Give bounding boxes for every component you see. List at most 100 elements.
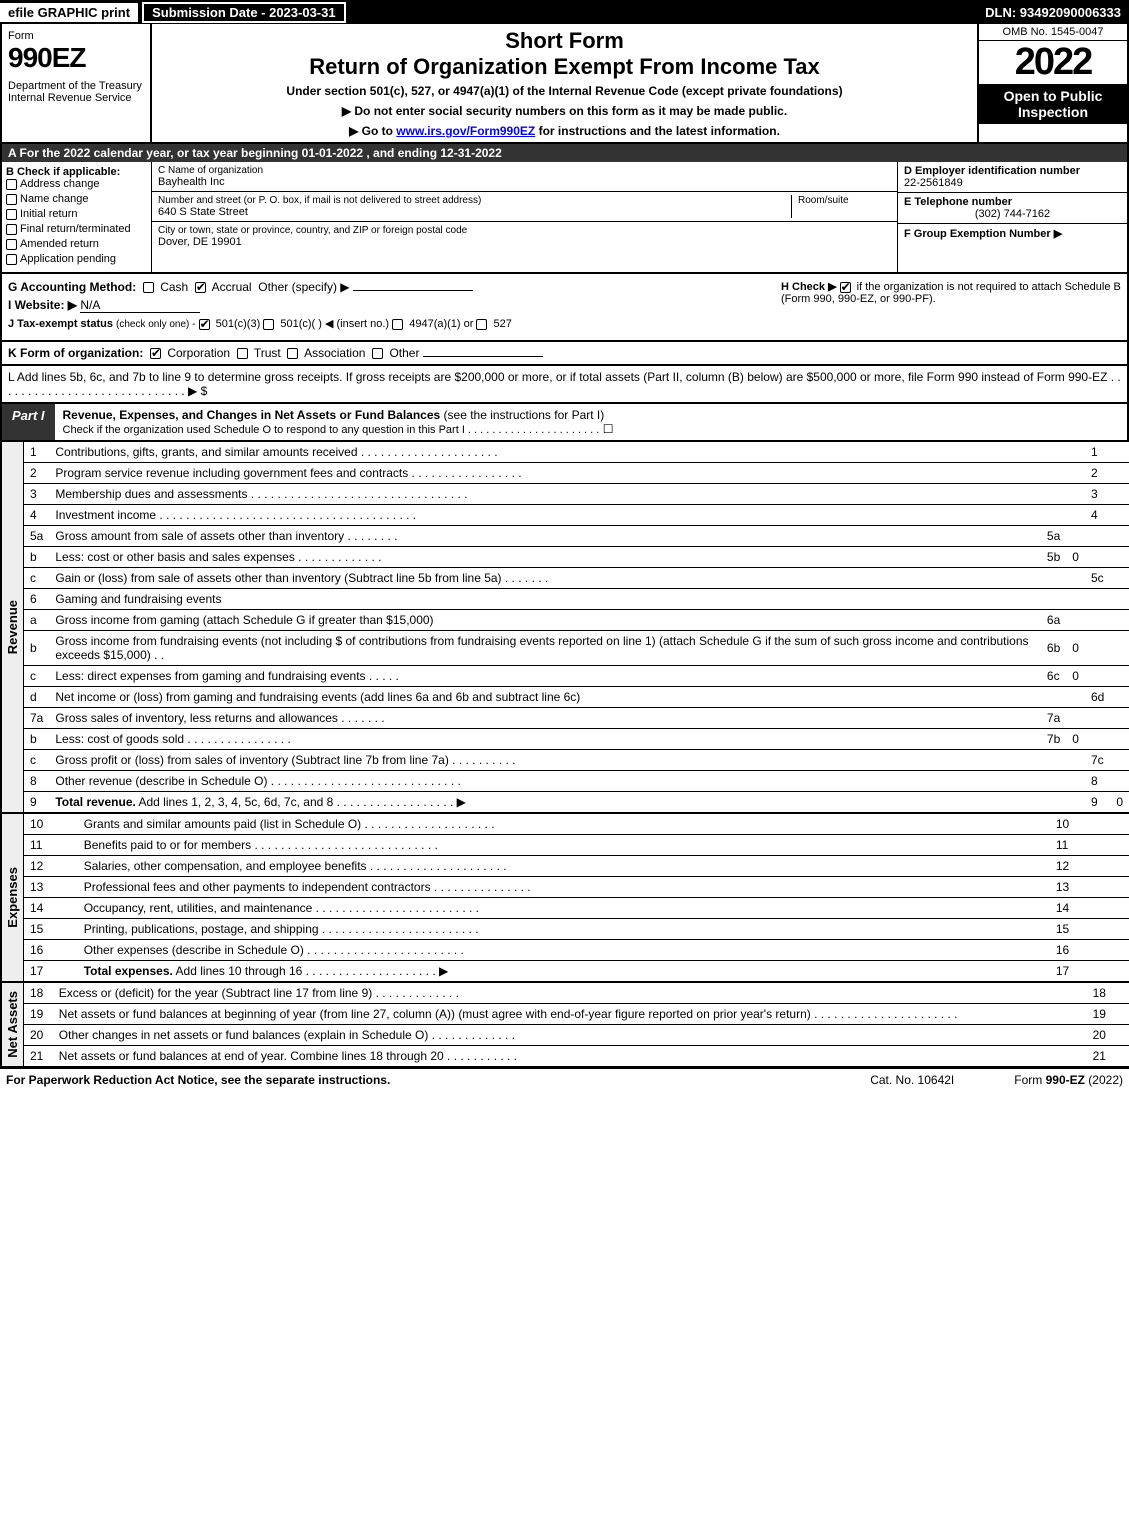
line-description: Gaming and fundraising events	[49, 589, 1129, 610]
right-num-shaded	[1085, 526, 1110, 547]
check-4947[interactable]	[392, 319, 403, 330]
mid-line-number: 7a	[1041, 708, 1066, 729]
inspection-label: Open to Public Inspection	[979, 84, 1127, 124]
table-row: 4Investment income . . . . . . . . . . .…	[24, 505, 1129, 526]
check-association[interactable]	[287, 348, 298, 359]
table-row: 11Benefits paid to or for members . . . …	[24, 835, 1129, 856]
line-j: J Tax-exempt status (check only one) - 5…	[8, 317, 781, 330]
right-value	[1104, 961, 1129, 982]
check-accrual[interactable]	[195, 282, 206, 293]
efile-print-label[interactable]: efile GRAPHIC print	[0, 3, 138, 22]
netassets-section: Net Assets 18Excess or (deficit) for the…	[0, 983, 1129, 1068]
mid-line-number: 7b	[1041, 729, 1066, 750]
right-value	[1110, 505, 1129, 526]
subtitle-2: ▶ Do not enter social security numbers o…	[160, 104, 969, 118]
table-row: bLess: cost or other basis and sales exp…	[24, 547, 1129, 568]
right-line-number: 16	[1050, 940, 1104, 961]
check-trust[interactable]	[237, 348, 248, 359]
revenue-side-label: Revenue	[0, 442, 24, 812]
box-c: C Name of organization Bayhealth Inc Num…	[152, 162, 897, 272]
table-row: 5aGross amount from sale of assets other…	[24, 526, 1129, 547]
header-center: Short Form Return of Organization Exempt…	[152, 24, 977, 142]
top-bar: efile GRAPHIC print Submission Date - 20…	[0, 0, 1129, 24]
room-label: Room/suite	[798, 195, 891, 206]
line-number: 21	[24, 1046, 53, 1067]
right-line-number: 4	[1085, 505, 1110, 526]
irs-link[interactable]: www.irs.gov/Form990EZ	[396, 124, 535, 138]
line-number: 3	[24, 484, 49, 505]
table-row: 14Occupancy, rent, utilities, and mainte…	[24, 898, 1129, 919]
check-application-pending[interactable]: Application pending	[6, 253, 147, 265]
line-description: Gross amount from sale of assets other t…	[49, 526, 1041, 547]
mid-value	[1066, 610, 1085, 631]
line-description: Investment income . . . . . . . . . . . …	[49, 505, 1085, 526]
right-value: 0	[1110, 792, 1129, 813]
table-row: 21Net assets or fund balances at end of …	[24, 1046, 1129, 1067]
table-row: 2Program service revenue including gover…	[24, 463, 1129, 484]
info-grid: B Check if applicable: Address change Na…	[0, 162, 1129, 274]
check-cash[interactable]	[143, 282, 154, 293]
check-h[interactable]	[840, 282, 851, 293]
check-initial-return[interactable]: Initial return	[6, 208, 147, 220]
street-label: Number and street (or P. O. box, if mail…	[158, 195, 791, 206]
line-description: Total expenses. Add lines 10 through 16 …	[78, 961, 1050, 982]
ein-label: D Employer identification number	[904, 165, 1121, 177]
line-number: 4	[24, 505, 49, 526]
other-org-input[interactable]	[423, 356, 543, 357]
right-line-number: 3	[1085, 484, 1110, 505]
line-number: 19	[24, 1004, 53, 1025]
right-line-number: 21	[1087, 1046, 1116, 1067]
tax-year: 2022	[979, 41, 1127, 84]
line-number: 18	[24, 983, 53, 1004]
check-501c[interactable]	[263, 319, 274, 330]
right-value	[1104, 940, 1129, 961]
netassets-side-label: Net Assets	[0, 983, 24, 1066]
check-other-org[interactable]	[372, 348, 383, 359]
right-num-shaded	[1085, 610, 1110, 631]
check-amended-return[interactable]: Amended return	[6, 238, 147, 250]
line-description: Membership dues and assessments . . . . …	[49, 484, 1085, 505]
table-row: 8Other revenue (describe in Schedule O) …	[24, 771, 1129, 792]
right-value	[1110, 750, 1129, 771]
subtitle-3: ▶ Go to www.irs.gov/Form990EZ for instru…	[160, 124, 969, 138]
table-row: bGross income from fundraising events (n…	[24, 631, 1129, 666]
table-row: 15Printing, publications, postage, and s…	[24, 919, 1129, 940]
line-number: b	[24, 729, 49, 750]
right-num-shaded	[1085, 666, 1110, 687]
right-line-number: 6d	[1085, 687, 1110, 708]
check-address-change[interactable]: Address change	[6, 178, 147, 190]
sub3-post: for instructions and the latest informat…	[535, 124, 780, 138]
table-row: dNet income or (loss) from gaming and fu…	[24, 687, 1129, 708]
footer-catalog: Cat. No. 10642I	[870, 1073, 954, 1087]
line-number: 16	[24, 940, 78, 961]
form-label: Form	[8, 30, 144, 42]
line-description: Less: direct expenses from gaming and fu…	[49, 666, 1041, 687]
line-number: c	[24, 750, 49, 771]
gh-left: G Accounting Method: Cash Accrual Other …	[8, 280, 781, 334]
table-row: 7aGross sales of inventory, less returns…	[24, 708, 1129, 729]
line-description: Gross profit or (loss) from sales of inv…	[49, 750, 1085, 771]
box-d-e-f: D Employer identification number 22-2561…	[897, 162, 1127, 272]
box-b: B Check if applicable: Address change Na…	[2, 162, 152, 272]
check-527[interactable]	[476, 319, 487, 330]
line-number: d	[24, 687, 49, 708]
check-name-change[interactable]: Name change	[6, 193, 147, 205]
phone-value: (302) 744-7162	[904, 208, 1121, 220]
check-corporation[interactable]	[150, 348, 161, 359]
city-state-zip: Dover, DE 19901	[158, 236, 891, 248]
part1-checkbox[interactable]: ☐	[603, 422, 614, 436]
line-number: c	[24, 666, 49, 687]
table-row: 19Net assets or fund balances at beginni…	[24, 1004, 1129, 1025]
revenue-section: Revenue 1Contributions, gifts, grants, a…	[0, 442, 1129, 814]
line-number: a	[24, 610, 49, 631]
expenses-section: Expenses 10Grants and similar amounts pa…	[0, 814, 1129, 983]
right-line-number: 8	[1085, 771, 1110, 792]
check-501c3[interactable]	[199, 319, 210, 330]
line-number: 6	[24, 589, 49, 610]
mid-value	[1066, 708, 1085, 729]
check-final-return[interactable]: Final return/terminated	[6, 223, 147, 235]
right-line-number: 10	[1050, 814, 1104, 835]
line-description: Gross income from gaming (attach Schedul…	[49, 610, 1041, 631]
other-specify-input[interactable]	[353, 290, 473, 291]
right-num-shaded	[1085, 708, 1110, 729]
